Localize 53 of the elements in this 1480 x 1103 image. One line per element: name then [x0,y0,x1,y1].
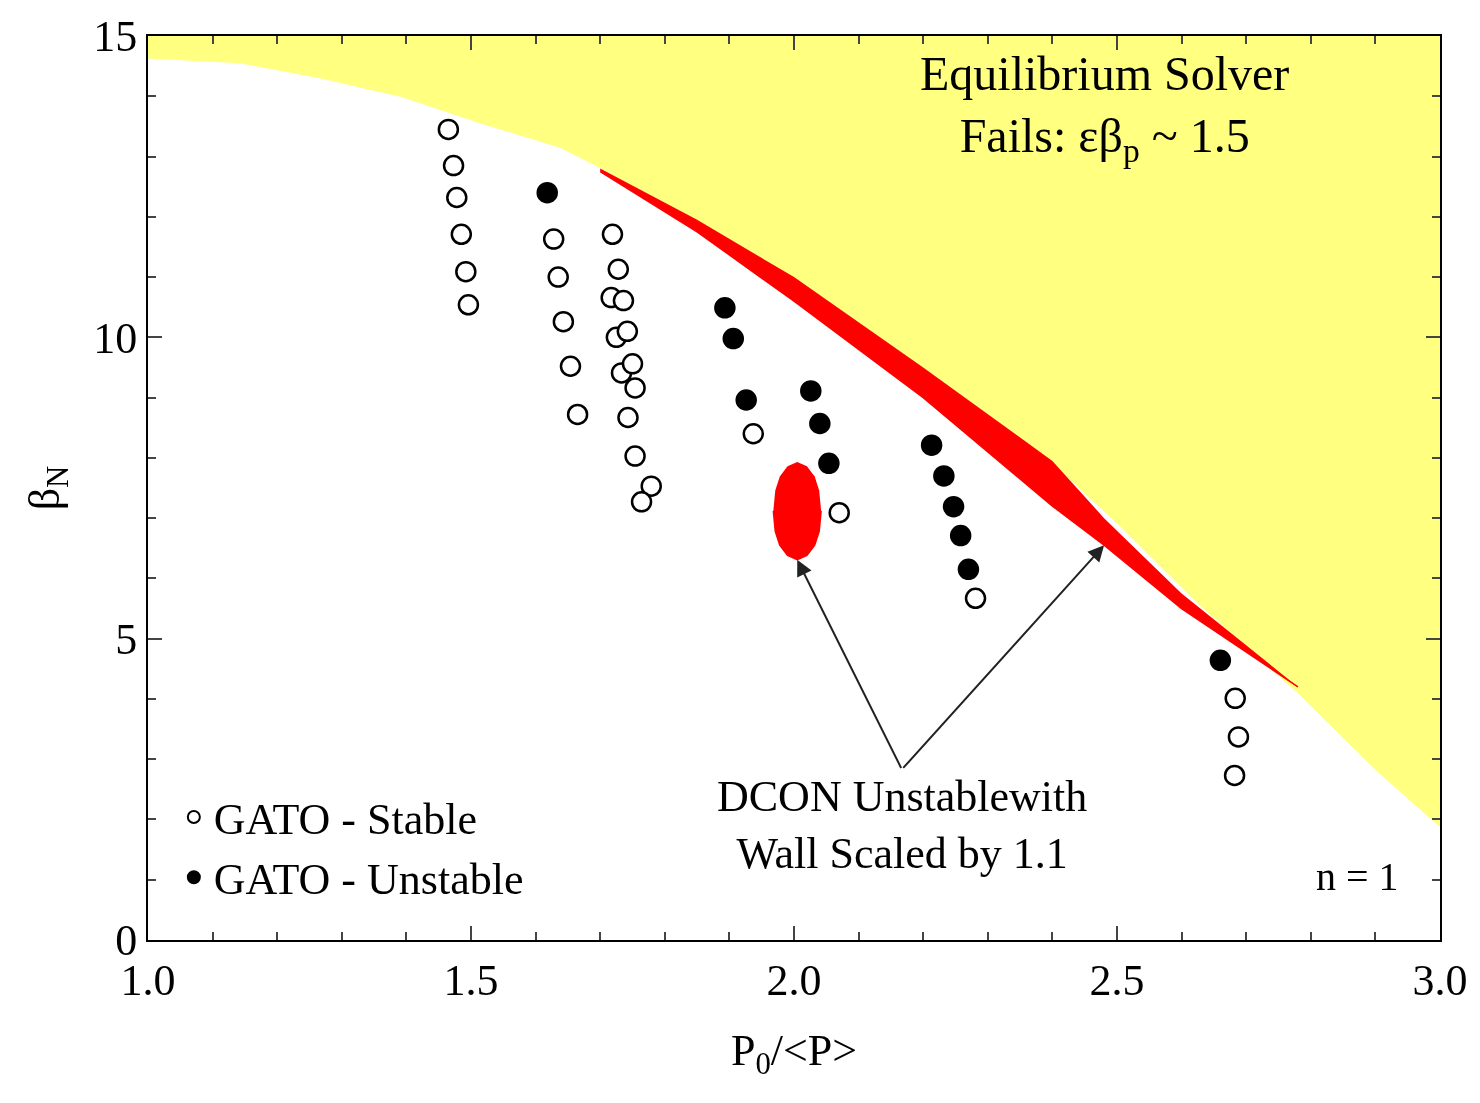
y-tick-label: 10 [93,313,138,363]
point [800,380,822,402]
point [624,445,646,467]
point [446,186,468,209]
point [457,294,480,316]
point [818,452,840,475]
point [559,355,582,377]
point [566,403,589,426]
point [450,223,473,246]
point [640,475,662,497]
x-tick-label: 2.0 [766,955,822,1005]
point [1227,726,1250,748]
x-tick-label: 3.0 [1412,955,1468,1005]
point [933,465,955,487]
point [1209,649,1232,672]
point [601,223,624,246]
annotation: n = 1 [1316,854,1399,899]
point [621,353,644,375]
point [809,412,831,435]
point [442,154,465,177]
y-tick-label: 15 [93,12,138,62]
point [722,327,745,350]
point [536,181,558,204]
point [616,320,639,343]
point [547,266,569,288]
legend-label: GATO - Unstable [213,855,524,905]
point [964,587,987,610]
point [1223,764,1246,787]
point [920,434,943,456]
legend-label: GATO - Stable [213,795,478,845]
annotation: Equilibrium Solver Fails: εβ$_{p}$ ~ 1.5 [920,47,1290,170]
point [1224,687,1246,710]
annotation: DCON Unstablewith Wall Scaled by 1.1 [717,772,1088,879]
point [437,118,460,141]
point [617,406,639,429]
point [735,389,757,411]
x-tick-label: 2.5 [1089,955,1145,1005]
x-tick-label: 1.5 [443,955,499,1005]
point [455,260,477,283]
x-axis-title: P$_{0}$/<P> [730,1025,858,1081]
point [542,228,565,250]
point [612,289,635,312]
point [607,258,630,280]
y-tick-label: 5 [115,615,138,665]
point [714,297,736,319]
point [624,377,646,399]
point [949,524,972,547]
point [552,310,575,333]
point [828,501,850,524]
point [957,558,980,581]
point [630,491,653,513]
point [942,495,965,518]
point [742,423,765,445]
